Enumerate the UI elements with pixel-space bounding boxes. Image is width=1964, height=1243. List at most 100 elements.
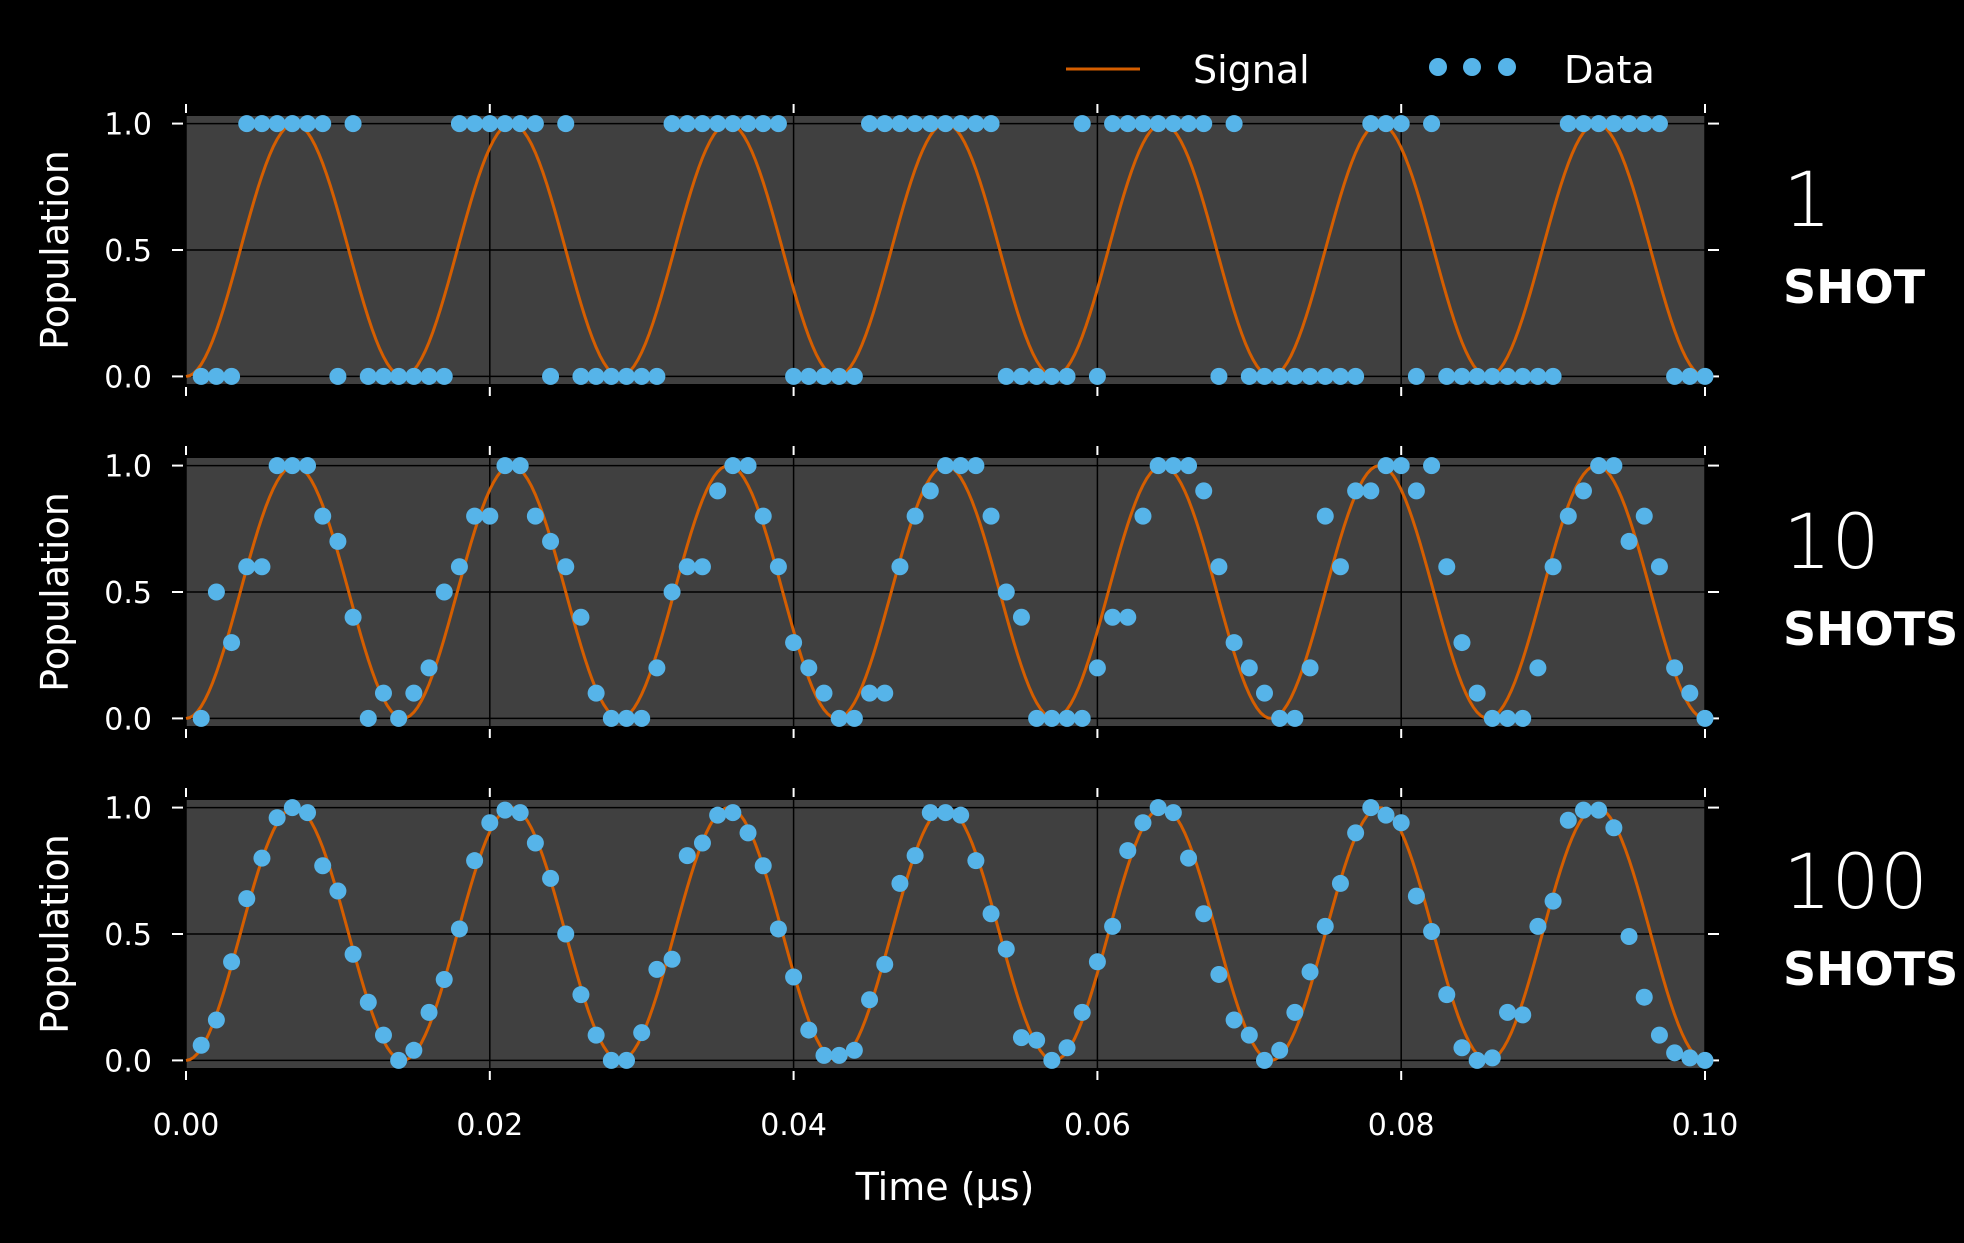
data-point (481, 814, 499, 832)
data-point (1483, 367, 1501, 385)
data-point (207, 1011, 225, 1029)
data-point (1301, 367, 1319, 385)
data-point (921, 804, 939, 822)
data-point (906, 847, 924, 865)
data-point (1423, 457, 1441, 475)
data-point (1438, 367, 1456, 385)
y-tick-label: 1.0 (104, 792, 152, 827)
data-point (1453, 634, 1471, 652)
data-point (420, 1003, 438, 1021)
data-point (1407, 482, 1425, 500)
data-point (1104, 115, 1122, 133)
data-point (1590, 801, 1608, 819)
data-point (1028, 709, 1046, 727)
data-point (420, 659, 438, 677)
data-point (1012, 367, 1030, 385)
data-point (769, 920, 787, 938)
data-point (542, 869, 560, 887)
data-point (1104, 608, 1122, 626)
data-point (982, 507, 1000, 525)
data-point (1696, 367, 1714, 385)
data-point (223, 367, 241, 385)
data-point (1271, 709, 1289, 727)
data-point (405, 1041, 423, 1059)
data-point (937, 115, 954, 133)
data-point (693, 115, 711, 133)
data-point (800, 367, 818, 385)
data-point (1590, 115, 1608, 133)
data-point (1696, 709, 1714, 727)
data-point (1255, 684, 1273, 702)
shots-word: SHOTS (1783, 602, 1958, 656)
data-points (192, 457, 1714, 727)
data-point (1529, 367, 1547, 385)
data-point (1605, 457, 1623, 475)
data-point (1149, 115, 1167, 133)
y-tick-label: 0.0 (104, 1044, 152, 1079)
data-point (238, 558, 256, 576)
data-point (1666, 1044, 1684, 1062)
data-point (633, 1024, 651, 1042)
data-point (1180, 457, 1198, 475)
data-point (739, 457, 757, 475)
data-point (663, 115, 681, 133)
data-point (982, 115, 1000, 133)
data-point (1499, 709, 1517, 727)
data-point (253, 849, 271, 867)
data-point (1255, 367, 1273, 385)
data-point (466, 115, 484, 133)
data-point (268, 115, 286, 133)
data-point (1286, 709, 1304, 727)
data-point (344, 608, 362, 626)
data-point (678, 558, 696, 576)
legend-data-dot (1429, 58, 1447, 76)
data-point (1073, 1003, 1091, 1021)
data-points (192, 799, 1714, 1069)
data-point (921, 115, 939, 133)
data-point (1544, 892, 1562, 910)
data-point (1195, 905, 1213, 923)
data-point (207, 367, 225, 385)
data-point (1499, 1003, 1517, 1021)
data-point (876, 955, 894, 973)
data-point (1407, 367, 1425, 385)
data-point (374, 367, 392, 385)
data-point (1666, 367, 1684, 385)
panel-1-shot: 0.0 0.5 1.0 Population 1 SHOT (33, 104, 1926, 396)
data-point (329, 882, 347, 900)
data-point (967, 852, 985, 870)
data-point (678, 115, 696, 133)
data-point (268, 809, 286, 827)
data-point (724, 804, 742, 822)
data-point (1180, 849, 1198, 867)
data-point (876, 684, 894, 702)
data-point (1104, 917, 1122, 935)
y-tick-label: 1.0 (104, 108, 152, 143)
data-point (1331, 558, 1349, 576)
x-tick-label: 0.02 (456, 1108, 523, 1143)
data-point (496, 115, 514, 133)
data-point (1088, 367, 1106, 385)
data-point (1681, 367, 1699, 385)
data-point (1331, 367, 1349, 385)
data-point (526, 115, 544, 133)
data-point (739, 824, 757, 842)
data-point (633, 367, 651, 385)
data-point (253, 558, 271, 576)
data-point (1650, 1026, 1668, 1044)
data-point (542, 532, 560, 550)
data-point (815, 684, 833, 702)
data-point (1331, 874, 1349, 892)
data-point (906, 507, 924, 525)
data-point (1514, 367, 1532, 385)
data-point (359, 709, 377, 727)
tick-marks (172, 788, 1719, 1080)
data-point (891, 874, 909, 892)
x-tick-label: 0.04 (760, 1108, 827, 1143)
data-point (1043, 1051, 1061, 1069)
data-point (1271, 367, 1289, 385)
data-point (1377, 457, 1395, 475)
data-point (192, 709, 210, 727)
data-point (1301, 963, 1319, 981)
data-point (1195, 482, 1213, 500)
